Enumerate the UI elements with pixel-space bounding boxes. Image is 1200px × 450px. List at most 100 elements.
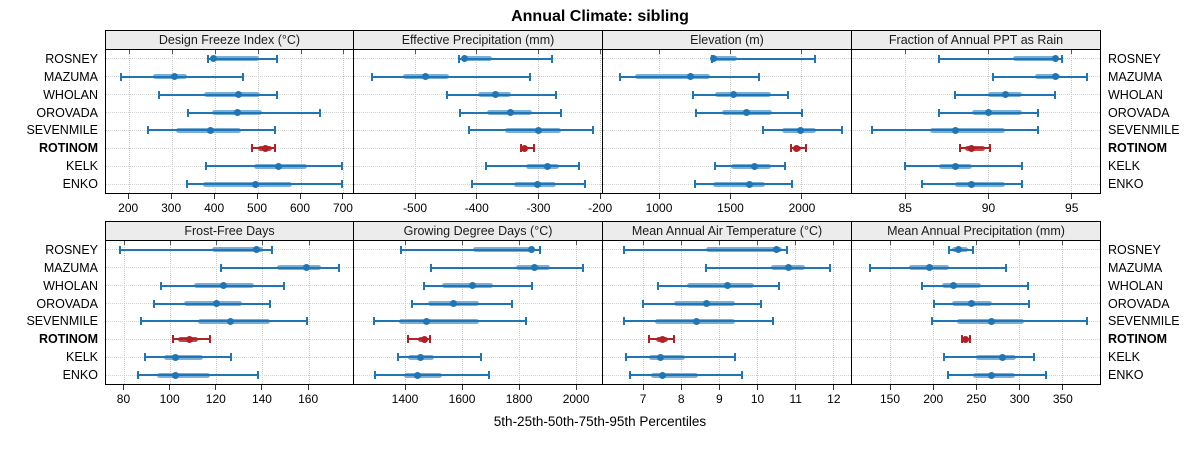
median-dot	[521, 144, 529, 152]
x-gridline	[128, 50, 130, 193]
inner-tick	[216, 241, 218, 245]
median-dot	[797, 126, 805, 134]
axis-tick-label: 250	[966, 392, 987, 406]
whisker-cap	[242, 72, 245, 81]
row-guideline	[603, 338, 851, 340]
whisker-cap	[777, 281, 780, 290]
row-guideline	[106, 147, 353, 149]
figure-caption: 5th-25th-50th-75th-95th Percentiles	[493, 414, 707, 429]
percentile-range	[714, 165, 785, 168]
percentile-range	[693, 93, 788, 96]
whisker-cap	[118, 245, 121, 254]
median-dot	[170, 73, 178, 81]
x-gridline	[658, 50, 660, 193]
axis-tick	[299, 194, 301, 199]
panel-axis: 150 200 250 300 350	[852, 385, 1101, 409]
median-dot	[414, 371, 422, 379]
axis-tick	[256, 194, 258, 199]
median-dot	[702, 300, 710, 308]
inner-tick	[1019, 241, 1021, 245]
whisker-cap	[340, 180, 343, 189]
median-dot	[460, 55, 468, 63]
median-dot	[751, 162, 759, 170]
inner-tick	[257, 50, 259, 54]
whisker-cap	[989, 144, 992, 153]
panel-header: Elevation (m)	[603, 30, 852, 50]
axis-tick-label: -300	[526, 201, 551, 215]
median-dot	[656, 353, 664, 361]
x-gridline	[461, 241, 463, 384]
whisker-cap	[1004, 263, 1007, 272]
whisker-cap	[591, 126, 594, 135]
percentile-range	[412, 302, 512, 305]
whisker-cap	[274, 126, 277, 135]
x-gridline	[599, 50, 601, 193]
site-label: ROSNEY	[45, 51, 98, 66]
axis-tick-label: 1400	[391, 392, 419, 406]
median-dot	[968, 144, 976, 152]
median-dot	[658, 371, 666, 379]
median-dot	[692, 317, 700, 325]
whisker-cap	[251, 144, 254, 153]
whisker-cap	[171, 335, 174, 344]
percentile-range	[629, 374, 743, 377]
inner-tick	[795, 241, 797, 245]
whisker-cap	[396, 353, 399, 362]
whisker-cap	[370, 72, 373, 81]
site-label: ROTINOM	[38, 332, 98, 347]
site-label: KELK	[1108, 159, 1140, 174]
axis-tick	[904, 194, 906, 199]
percentile-range	[373, 320, 527, 323]
whisker-cap	[937, 54, 940, 63]
median-dot	[950, 282, 958, 290]
percentile-range	[188, 111, 321, 114]
whisker-cap	[229, 353, 232, 362]
whisker-cap	[869, 263, 872, 272]
whisker-cap	[220, 263, 223, 272]
percentile-range	[459, 57, 553, 60]
inner-tick	[1071, 50, 1073, 54]
axis-tick	[801, 194, 803, 199]
median-dot	[988, 317, 996, 325]
inner-tick	[414, 50, 416, 54]
percentile-range	[159, 93, 277, 96]
median-dot	[262, 144, 270, 152]
median-dot	[723, 282, 731, 290]
median-dot	[449, 300, 457, 308]
panel-header: Frost-Free Days	[105, 221, 354, 241]
x-gridline	[1019, 241, 1021, 384]
percentile-range	[694, 183, 792, 186]
x-gridline	[404, 241, 406, 384]
whisker-cap	[789, 144, 792, 153]
panel-header: Mean Annual Precipitation (mm)	[852, 221, 1101, 241]
site-label: ENKO	[62, 177, 98, 192]
median-dot	[227, 317, 235, 325]
site-label: WHOLAN	[1108, 278, 1163, 293]
axis-tick	[215, 385, 217, 390]
median-dot	[686, 73, 694, 81]
whisker-cap	[786, 245, 789, 254]
inner-tick	[1062, 241, 1064, 245]
inner-tick	[575, 241, 577, 245]
whisker-cap	[204, 162, 207, 171]
panel-plot	[105, 50, 354, 194]
whisker-cap	[800, 108, 803, 117]
axis-tick	[127, 194, 129, 199]
inner-tick	[123, 241, 125, 245]
percentile-range	[138, 374, 259, 377]
panel-axis: 1000 1500 2000	[603, 194, 852, 218]
whisker-cap	[468, 126, 471, 135]
whisker-cap	[971, 245, 974, 254]
whisker-cap	[904, 162, 907, 171]
whisker-cap	[642, 299, 645, 308]
axis-tick-label: -400	[464, 201, 489, 215]
axis-tick-label: 500	[247, 201, 268, 215]
site-label: OROVADA	[1108, 296, 1170, 311]
inner-tick	[476, 50, 478, 54]
site-label: ROSNEY	[1108, 51, 1161, 66]
axis-tick	[730, 194, 731, 199]
panel: Effective Precipitation (mm) -500 -400 -300…	[354, 30, 612, 218]
percentile-range	[938, 57, 1062, 60]
axis-tick	[932, 385, 934, 390]
site-label: KELK	[1108, 350, 1140, 365]
